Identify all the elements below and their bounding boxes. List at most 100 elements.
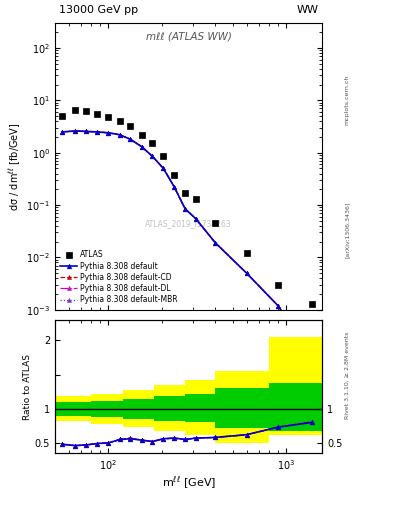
Pythia 8.308 default-MBR [172,184,177,190]
Pythia 8.308 default-MBR [193,216,198,222]
Pythia 8.308 default-DL [161,165,166,172]
Pythia 8.308 default [106,130,111,136]
Pythia 8.308 default [193,216,198,222]
Pythia 8.308 default-CD [310,353,314,359]
ATLAS [128,123,133,130]
Pythia 8.308 default-CD [84,129,89,135]
Pythia 8.308 default-CD [275,303,280,309]
Text: 13000 GeV pp: 13000 GeV pp [59,5,138,15]
Pythia 8.308 default-MBR [106,130,111,136]
Pythia 8.308 default-CD [60,129,65,135]
Text: WW: WW [296,5,318,15]
Pythia 8.308 default-DL [128,136,133,142]
Pythia 8.308 default-MBR [213,240,218,246]
Pythia 8.308 default-DL [310,353,314,359]
Pythia 8.308 default [118,132,122,138]
Pythia 8.308 default [128,136,133,142]
ATLAS [118,118,122,124]
Pythia 8.308 default-DL [213,240,218,246]
Pythia 8.308 default-CD [161,165,166,172]
Pythia 8.308 default-MBR [183,206,187,212]
Line: Pythia 8.308 default-DL: Pythia 8.308 default-DL [60,129,314,358]
Pythia 8.308 default-DL [172,184,177,190]
Y-axis label: dσ / dm$^{\ell\ell}$ [fb/GeV]: dσ / dm$^{\ell\ell}$ [fb/GeV] [8,122,24,211]
Pythia 8.308 default-CD [73,128,77,134]
Pythia 8.308 default [310,353,314,359]
Pythia 8.308 default [140,144,144,150]
Pythia 8.308 default-DL [106,130,111,136]
Pythia 8.308 default-DL [73,128,77,134]
Line: Pythia 8.308 default: Pythia 8.308 default [60,129,314,358]
Pythia 8.308 default-DL [244,270,249,276]
Pythia 8.308 default-CD [128,136,133,142]
Pythia 8.308 default [172,184,177,190]
ATLAS [183,190,187,196]
Line: ATLAS: ATLAS [59,107,315,307]
Pythia 8.308 default-MBR [275,303,280,309]
Text: Rivet 3.1.10, ≥ 2.8M events: Rivet 3.1.10, ≥ 2.8M events [345,331,350,419]
Pythia 8.308 default-DL [140,144,144,150]
Pythia 8.308 default-CD [172,184,177,190]
Pythia 8.308 default-DL [84,129,89,135]
Pythia 8.308 default-DL [118,132,122,138]
Pythia 8.308 default-CD [118,132,122,138]
Pythia 8.308 default-MBR [60,129,65,135]
Pythia 8.308 default [275,303,280,309]
ATLAS [84,108,89,114]
Text: mcplots.cern.ch: mcplots.cern.ch [345,75,350,125]
Pythia 8.308 default-CD [244,270,249,276]
Pythia 8.308 default-MBR [118,132,122,138]
ATLAS [193,196,198,202]
Pythia 8.308 default-MBR [244,270,249,276]
Pythia 8.308 default-MBR [84,129,89,135]
ATLAS [213,220,218,226]
Text: mℓℓ (ATLAS WW): mℓℓ (ATLAS WW) [146,32,231,41]
Pythia 8.308 default [183,206,187,212]
ATLAS [60,113,65,119]
Pythia 8.308 default [60,129,65,135]
Pythia 8.308 default-MBR [140,144,144,150]
Pythia 8.308 default-CD [94,129,99,135]
Pythia 8.308 default-MBR [161,165,166,172]
Pythia 8.308 default-CD [183,206,187,212]
ATLAS [73,107,77,113]
Legend: ATLAS, Pythia 8.308 default, Pythia 8.308 default-CD, Pythia 8.308 default-DL, P: ATLAS, Pythia 8.308 default, Pythia 8.30… [59,249,179,306]
Pythia 8.308 default-DL [94,129,99,135]
Pythia 8.308 default-MBR [150,153,155,159]
Text: [arXiv:1306.3436]: [arXiv:1306.3436] [345,201,350,258]
ATLAS [172,172,177,178]
Line: Pythia 8.308 default-CD: Pythia 8.308 default-CD [60,129,314,358]
Pythia 8.308 default [213,240,218,246]
Pythia 8.308 default-CD [193,216,198,222]
Text: ATLAS_2019_I1734263: ATLAS_2019_I1734263 [145,219,232,228]
X-axis label: m$^{\ell\ell}_{\rm{}}$ [GeV]: m$^{\ell\ell}_{\rm{}}$ [GeV] [162,475,216,490]
Pythia 8.308 default [161,165,166,172]
ATLAS [106,114,111,120]
Pythia 8.308 default-MBR [128,136,133,142]
Pythia 8.308 default-MBR [310,353,314,359]
Pythia 8.308 default-CD [213,240,218,246]
Pythia 8.308 default-CD [150,153,155,159]
Pythia 8.308 default-DL [150,153,155,159]
ATLAS [140,132,144,138]
Pythia 8.308 default [84,129,89,135]
Pythia 8.308 default-CD [106,130,111,136]
ATLAS [275,282,280,288]
Pythia 8.308 default-DL [60,129,65,135]
Pythia 8.308 default [244,270,249,276]
Line: Pythia 8.308 default-MBR: Pythia 8.308 default-MBR [60,129,314,358]
Pythia 8.308 default-CD [140,144,144,150]
Y-axis label: Ratio to ATLAS: Ratio to ATLAS [23,354,32,419]
ATLAS [94,111,99,117]
Pythia 8.308 default-MBR [94,129,99,135]
ATLAS [161,153,166,159]
Pythia 8.308 default-DL [193,216,198,222]
ATLAS [310,301,314,307]
ATLAS [150,140,155,146]
ATLAS [244,250,249,257]
Pythia 8.308 default [73,128,77,134]
Pythia 8.308 default-DL [183,206,187,212]
Pythia 8.308 default-MBR [73,128,77,134]
Pythia 8.308 default-DL [275,303,280,309]
Pythia 8.308 default [150,153,155,159]
